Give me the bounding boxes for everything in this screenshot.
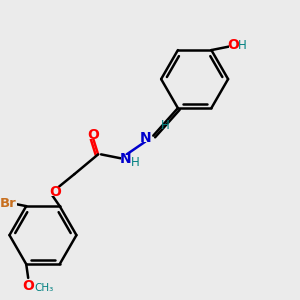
Text: O: O [227,38,239,52]
Text: H: H [131,156,140,169]
Bar [50,188,59,196]
Text: O: O [49,185,61,199]
Text: Br: Br [0,197,17,210]
Text: N: N [140,130,151,145]
Text: H: H [238,39,246,52]
Text: O: O [87,128,99,142]
Bar [229,42,237,49]
Bar [0,199,17,208]
Bar [121,155,130,164]
Text: O: O [22,279,34,293]
Bar [89,131,97,139]
Text: N: N [120,152,131,166]
Bar [24,282,33,290]
Text: H: H [161,119,170,132]
Text: CH₃: CH₃ [34,283,54,293]
Bar [140,133,150,142]
